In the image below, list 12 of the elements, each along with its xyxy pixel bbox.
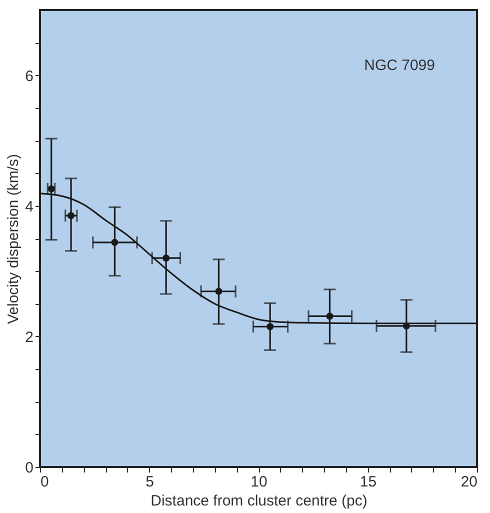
x-tick-label: 5 — [146, 474, 154, 490]
x-tick-label: 0 — [40, 474, 49, 490]
x-tick-label: 15 — [360, 474, 377, 490]
y-tick-label: 2 — [25, 328, 34, 346]
annotation: NGC 7099 — [364, 57, 435, 74]
x-axis-title: Distance from cluster centre (pc) — [150, 492, 368, 510]
y-tick-label: 0 — [25, 460, 34, 476]
y-tick-label: 6 — [25, 68, 34, 85]
y-axis-title: Velocity dispersion (km/s) — [5, 154, 22, 324]
y-tick-label: 4 — [25, 198, 34, 216]
x-tick-label: 20 — [460, 474, 478, 490]
x-tick-label: 10 — [250, 474, 268, 490]
